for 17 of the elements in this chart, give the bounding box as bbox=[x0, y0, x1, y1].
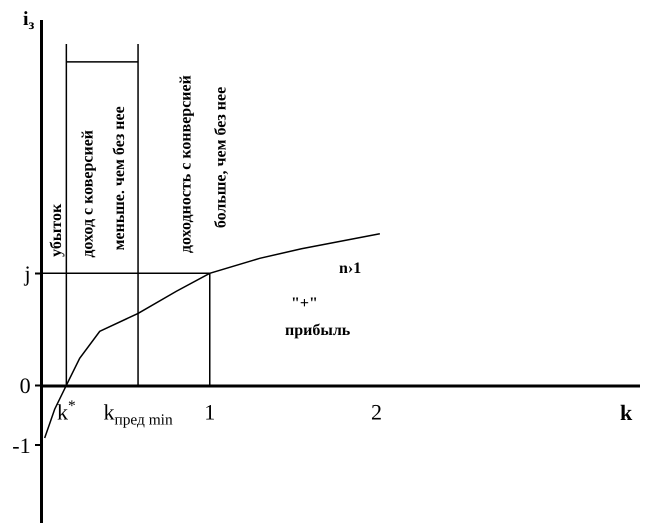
y-axis-title: i$_{з}$ bbox=[23, 8, 35, 34]
annotation: больше, чем без нее bbox=[212, 86, 230, 228]
annotation: меньше. чем без нее bbox=[111, 106, 128, 250]
y-tick-label: j bbox=[23, 261, 31, 286]
y-tick-label: -1 bbox=[12, 432, 31, 458]
annotation: прибыль bbox=[285, 322, 351, 339]
annotation: доходность с конверсией bbox=[178, 75, 195, 254]
x-tick-label: 2 bbox=[371, 400, 382, 425]
x-tick-label: k$^{*}$ bbox=[57, 397, 76, 425]
x-tick-label: k$_{пред min}$ bbox=[103, 400, 173, 428]
x-tick-label: 1 bbox=[204, 400, 216, 425]
annotation: убыток bbox=[48, 202, 65, 257]
annotation: n›1 bbox=[339, 260, 362, 277]
annotation: "+" bbox=[291, 295, 318, 312]
annotation: доход с коверсией bbox=[79, 130, 96, 258]
x-axis-title: k bbox=[620, 400, 633, 425]
y-tick-label: 0 bbox=[20, 372, 31, 398]
